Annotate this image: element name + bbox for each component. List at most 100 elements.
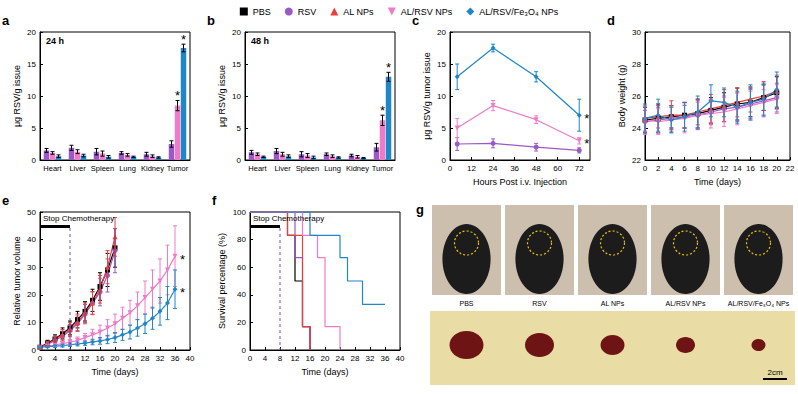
svg-text:*: * (584, 136, 589, 151)
svg-text:60: 60 (553, 164, 562, 173)
svg-text:e: e (2, 193, 9, 208)
svg-text:0: 0 (643, 164, 648, 173)
svg-text:24: 24 (632, 124, 641, 133)
svg-text:AL NPs: AL NPs (601, 300, 625, 307)
svg-text:20: 20 (27, 28, 36, 37)
svg-text:5: 5 (237, 124, 242, 133)
svg-text:μg RSV/g issue: μg RSV/g issue (217, 65, 227, 127)
svg-text:28: 28 (632, 60, 641, 69)
svg-text:Time (days): Time (days) (694, 177, 741, 187)
svg-text:12: 12 (467, 164, 476, 173)
svg-text:24: 24 (336, 354, 345, 363)
svg-text:24: 24 (126, 354, 135, 363)
svg-text:22: 22 (632, 156, 641, 165)
svg-text:40: 40 (237, 290, 246, 299)
svg-text:26: 26 (632, 92, 641, 101)
svg-text:AL/RSV/Fe₃O₄ NPs: AL/RSV/Fe₃O₄ NPs (479, 7, 558, 17)
svg-text:*: * (180, 285, 185, 300)
svg-text:40: 40 (27, 235, 36, 244)
svg-text:Spleen: Spleen (91, 164, 114, 173)
svg-text:10: 10 (437, 92, 446, 101)
svg-text:14: 14 (733, 164, 742, 173)
svg-text:Liver: Liver (69, 164, 86, 173)
svg-text:PBS: PBS (459, 300, 473, 307)
svg-text:PBS: PBS (253, 7, 271, 17)
svg-text:2: 2 (656, 164, 661, 173)
svg-text:AL NPs: AL NPs (343, 7, 374, 17)
svg-text:Lung: Lung (324, 164, 341, 173)
svg-text:b: b (207, 13, 215, 28)
svg-text:Liver: Liver (274, 164, 291, 173)
svg-text:Kidney: Kidney (141, 164, 164, 173)
svg-text:20: 20 (111, 354, 120, 363)
svg-text:20: 20 (27, 290, 36, 299)
svg-text:*: * (386, 60, 391, 75)
svg-text:36: 36 (510, 164, 519, 173)
svg-text:AL/RSV/Fe₃O₄ NPs: AL/RSV/Fe₃O₄ NPs (728, 300, 790, 307)
svg-text:Survival percentage (%): Survival percentage (%) (217, 233, 227, 329)
svg-text:72: 72 (575, 164, 584, 173)
svg-text:20: 20 (437, 28, 446, 37)
svg-text:μg RSV/g issue: μg RSV/g issue (12, 65, 22, 127)
svg-text:36: 36 (381, 354, 390, 363)
svg-text:0: 0 (237, 156, 242, 165)
svg-text:80: 80 (237, 235, 246, 244)
svg-text:Body weight (g): Body weight (g) (617, 65, 627, 128)
svg-text:Kidney: Kidney (346, 164, 369, 173)
svg-text:d: d (607, 13, 615, 28)
svg-text:Time (days): Time (days) (91, 367, 138, 377)
svg-text:0: 0 (32, 346, 37, 355)
svg-text:20: 20 (772, 164, 781, 173)
svg-text:f: f (212, 193, 217, 208)
svg-text:Spleen: Spleen (296, 164, 319, 173)
svg-text:RSV: RSV (298, 7, 317, 17)
svg-text:2cm: 2cm (767, 368, 782, 377)
svg-text:32: 32 (156, 354, 165, 363)
svg-text:Tumor: Tumor (372, 164, 394, 173)
svg-text:Time (days): Time (days) (301, 367, 348, 377)
svg-text:*: * (584, 111, 589, 126)
svg-text:RSV: RSV (532, 300, 547, 307)
svg-text:0: 0 (242, 346, 247, 355)
svg-text:a: a (2, 13, 10, 28)
svg-text:36: 36 (171, 354, 180, 363)
svg-text:Relative tumor volume: Relative tumor volume (12, 236, 22, 326)
svg-text:10: 10 (232, 92, 241, 101)
svg-text:0: 0 (448, 164, 453, 173)
svg-text:20: 20 (232, 28, 241, 37)
svg-text:Stop Chemotherapy: Stop Chemotherapy (43, 214, 114, 223)
svg-text:0: 0 (32, 156, 37, 165)
svg-text:AL/RSV NPs: AL/RSV NPs (401, 7, 453, 17)
svg-text:10: 10 (706, 164, 715, 173)
svg-text:40: 40 (186, 354, 195, 363)
svg-text:Hours Post i.v. Injection: Hours Post i.v. Injection (473, 177, 567, 187)
svg-text:10: 10 (27, 318, 36, 327)
svg-text:16: 16 (96, 354, 105, 363)
svg-text:20: 20 (321, 354, 330, 363)
svg-text:*: * (180, 252, 185, 267)
svg-text:12: 12 (81, 354, 90, 363)
svg-text:15: 15 (27, 60, 36, 69)
svg-text:4: 4 (669, 164, 674, 173)
svg-text:12: 12 (720, 164, 729, 173)
svg-text:μg RSV/g tumor issue: μg RSV/g tumor issue (422, 52, 432, 140)
svg-text:0: 0 (248, 354, 253, 363)
svg-text:24: 24 (489, 164, 498, 173)
svg-text:4: 4 (53, 354, 58, 363)
svg-text:g: g (416, 202, 424, 217)
svg-text:16: 16 (746, 164, 755, 173)
svg-text:28: 28 (141, 354, 150, 363)
svg-text:60: 60 (237, 263, 246, 272)
svg-text:28: 28 (351, 354, 360, 363)
svg-text:8: 8 (68, 354, 73, 363)
svg-text:*: * (380, 103, 385, 118)
svg-text:40: 40 (396, 354, 405, 363)
svg-text:30: 30 (27, 263, 36, 272)
svg-text:32: 32 (366, 354, 375, 363)
svg-text:Tumor: Tumor (167, 164, 189, 173)
svg-text:5: 5 (442, 124, 447, 133)
svg-text:8: 8 (278, 354, 283, 363)
svg-text:30: 30 (632, 28, 641, 37)
svg-text:48: 48 (532, 164, 541, 173)
svg-text:8: 8 (696, 164, 701, 173)
